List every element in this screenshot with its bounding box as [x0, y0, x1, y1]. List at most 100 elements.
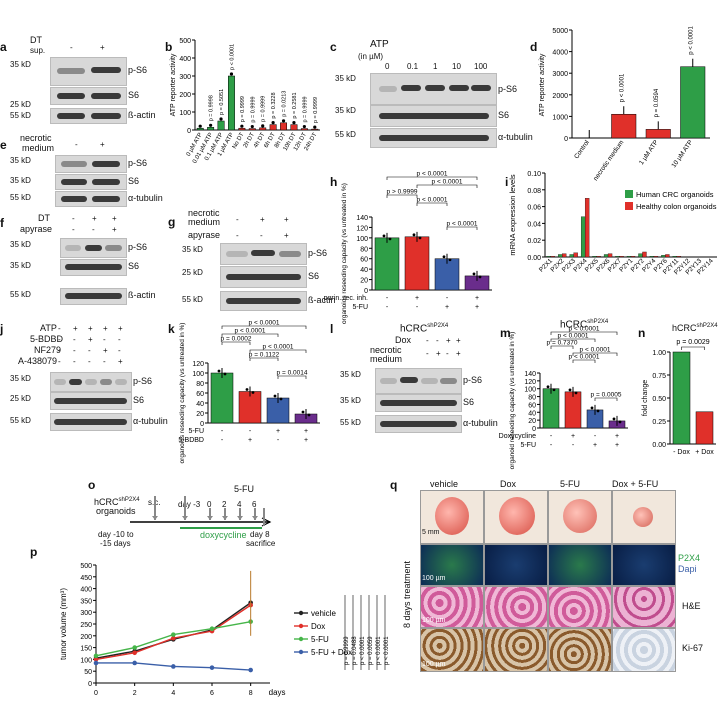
x-row-label: 5-FU: [188, 428, 204, 435]
bar: [672, 351, 691, 445]
western-blot: [220, 266, 307, 288]
western-blot: [50, 372, 132, 392]
data-point: [171, 664, 176, 669]
chart-h: 0 20 40 60 80 100 120 140 organoids reseeding ca…: [324, 171, 492, 324]
panel-letter: j: [0, 322, 4, 336]
sign: -: [426, 349, 429, 358]
panel-d: d 0 1000 2000 3000 4000 5000 ATP reporter acti…: [530, 0, 720, 195]
y-axis-label: fold change: [642, 380, 649, 416]
p-value: p < 0.0001: [229, 44, 235, 70]
sign: -: [260, 231, 263, 240]
bar: [210, 372, 234, 424]
x-sign: -: [221, 437, 224, 444]
p-value: p = 0.0594: [654, 88, 660, 117]
day: 6: [252, 500, 257, 509]
band-label: S6: [128, 261, 140, 271]
bar: [584, 198, 590, 258]
western-blot: [220, 291, 307, 311]
y-tick-label: 0: [187, 128, 191, 135]
data-point: [552, 388, 556, 392]
start-label: day -10 to: [98, 530, 134, 539]
conc: 10: [452, 62, 461, 71]
mw-label: 35 kD: [10, 60, 31, 69]
y-tick-label: 120: [356, 225, 368, 232]
panel-k: k 0 20 40 60 80 100 120 organoids reseeding cap…: [168, 318, 328, 463]
band-label: α-tubulin: [133, 416, 168, 426]
y-tick-label: 20: [196, 411, 204, 418]
p-bracket: [416, 184, 478, 188]
p-bracket: [277, 375, 307, 379]
data-point: [618, 420, 622, 424]
panel-i: i 0.00 0.02 0.04 0.06 0.08 0.10 mRNA expressio…: [505, 165, 720, 320]
p-value: p = 0.7370: [547, 340, 578, 347]
bar: [638, 253, 643, 258]
y-tick-label: 5000: [552, 28, 568, 35]
western-blot: [370, 105, 497, 127]
y-tick-label: 0.08: [527, 188, 541, 195]
x-sign: -: [550, 442, 553, 449]
mw-label: 35 kD: [10, 156, 31, 165]
y-tick-label: 0.02: [527, 238, 541, 245]
band-label: p-S6: [308, 248, 328, 258]
x-sign: +: [475, 295, 479, 302]
chart-k: 0 20 40 60 80 100 120 organoids reseeding capac…: [178, 320, 320, 463]
sign: +: [92, 214, 97, 223]
y-axis-label: mRNA expression levels: [508, 174, 517, 256]
legend-label: Dox: [311, 622, 325, 631]
l-title: hCRCshP2X4: [400, 322, 448, 334]
y-axis-label: tumor volume (mm³): [59, 588, 68, 660]
bar: [290, 124, 298, 131]
he-image: [548, 586, 612, 628]
sign: -: [58, 346, 61, 355]
x-sign: -: [594, 433, 597, 440]
panel-letter: k: [168, 322, 175, 336]
panel-letter: o: [88, 478, 96, 492]
x-tick-label: - Dox: [673, 449, 690, 456]
p-bracket: [681, 346, 705, 350]
mw-label: 55 kD: [10, 111, 31, 120]
p-value: p < 0.0001: [417, 197, 448, 204]
mw-label: 25 kD: [10, 100, 31, 109]
y-tick-label: 300: [179, 74, 191, 81]
data-point: [307, 413, 311, 417]
mw-label: 55 kD: [335, 130, 356, 139]
data-point: [198, 124, 202, 128]
data-point: [546, 385, 550, 389]
y-tick-label: 80: [528, 395, 536, 402]
legend-marker: [298, 636, 304, 642]
mw-label: 25 kD: [182, 268, 203, 277]
col-label: Dox + 5-FU: [612, 479, 659, 489]
data-point: [171, 635, 176, 641]
data-point: [448, 258, 452, 262]
sign: -: [72, 225, 75, 234]
sup-label: sup.: [30, 46, 46, 55]
ki67-image: [612, 628, 676, 672]
data-point: [240, 124, 244, 128]
sign: +: [456, 336, 461, 345]
band-label: S6: [128, 90, 140, 100]
y-tick-label: 0.50: [652, 396, 666, 403]
x-row-label: 5-FU: [520, 442, 536, 449]
bar: [269, 124, 277, 131]
bar: [207, 127, 215, 131]
panel-letter: l: [330, 322, 334, 336]
p-value: p < 0.0001: [558, 333, 589, 340]
panel-e: e necrotic medium - + 35 kD p-S6 35 kD S…: [0, 130, 163, 207]
x-sign: -: [446, 295, 449, 302]
y-tick-label: 0: [364, 288, 368, 295]
bar: [619, 256, 624, 258]
data-point: [281, 119, 286, 123]
drug-label: 5-FU: [234, 484, 254, 494]
scale-label: 100 µm: [422, 661, 446, 668]
bar: [596, 256, 601, 258]
bar: [661, 255, 666, 258]
x-tick-label: 8: [249, 690, 253, 697]
western-blot: [375, 415, 462, 433]
bar: [665, 254, 670, 258]
bar: [259, 127, 267, 131]
bar: [626, 256, 632, 258]
y-tick-label: 250: [80, 622, 92, 629]
data-point: [574, 391, 578, 395]
data-point: [382, 234, 386, 238]
y-tick-label: 50: [84, 669, 92, 676]
